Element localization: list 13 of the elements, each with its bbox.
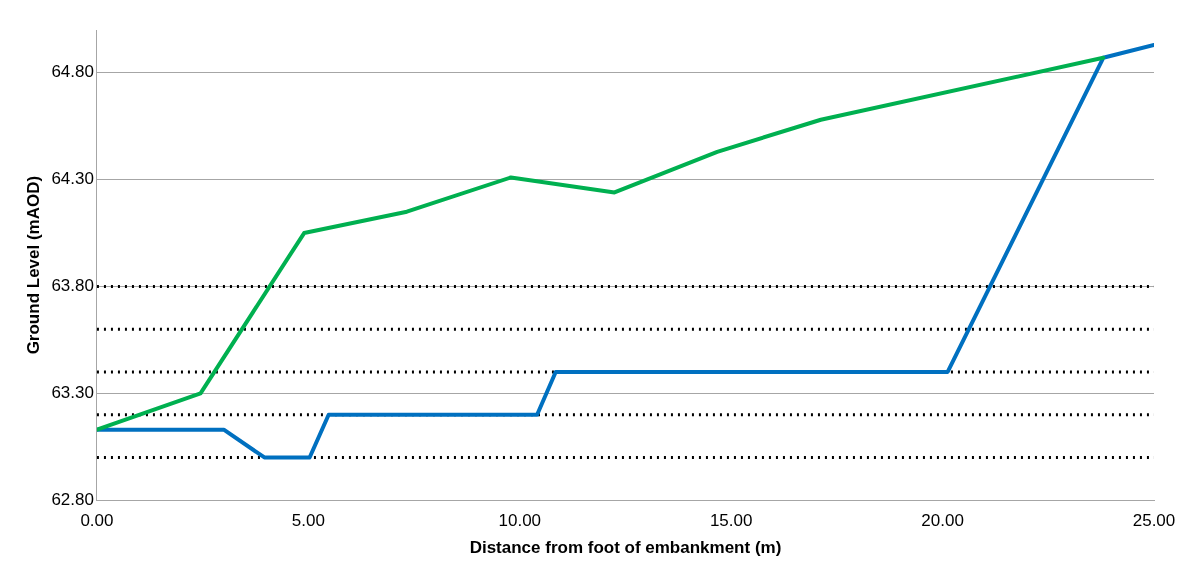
y-tick-label: 63.80	[51, 276, 94, 296]
x-tick-label: 5.00	[291, 511, 325, 531]
x-tick-label: 10.00	[498, 511, 542, 531]
y-tick-label: 64.30	[51, 169, 94, 189]
y-tick-label: 63.30	[51, 383, 94, 403]
x-tick-label: 0.00	[80, 511, 114, 531]
x-tick-label: 20.00	[921, 511, 964, 531]
y-tick-label: 62.80	[51, 489, 94, 509]
y-axis-title: Ground Level (mAOD)	[23, 175, 43, 355]
x-tick-label: 15.00	[709, 511, 753, 531]
y-tick-label: 64.80	[51, 62, 94, 82]
x-axis-title: Distance from foot of embankment (m)	[469, 538, 782, 558]
x-tick-label: 25.00	[1132, 511, 1176, 531]
